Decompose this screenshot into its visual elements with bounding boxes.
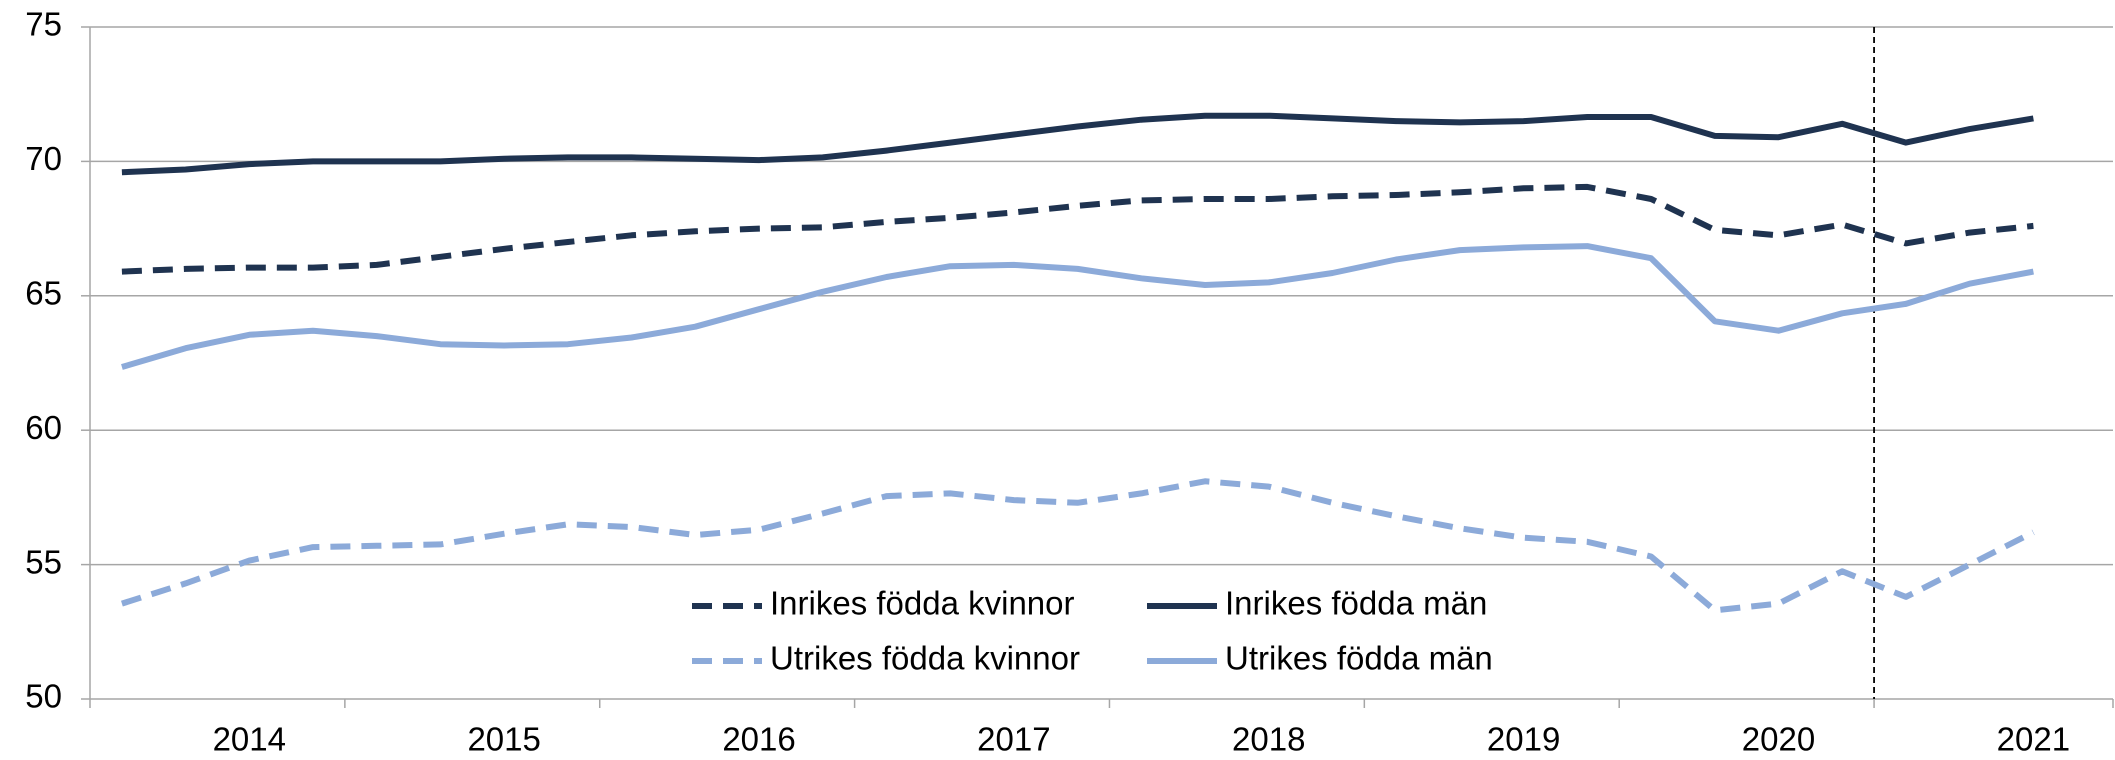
x-tick-label: 2014 — [213, 721, 286, 758]
legend-label: Inrikes födda män — [1225, 585, 1487, 622]
series-line — [121, 183, 2034, 275]
x-tick-label: 2015 — [467, 721, 540, 758]
y-tick-label: 70 — [25, 140, 62, 177]
legend-label: Utrikes födda män — [1225, 640, 1493, 677]
x-tick-label: 2017 — [977, 721, 1050, 758]
legend-label: Utrikes födda kvinnor — [770, 640, 1080, 677]
y-tick-label: 55 — [25, 543, 62, 580]
legend-label: Inrikes födda kvinnor — [770, 585, 1075, 622]
x-tick-label: 2020 — [1742, 721, 1815, 758]
y-tick-label: 75 — [25, 6, 62, 43]
y-tick-label: 60 — [25, 409, 62, 446]
x-tick-label: 2021 — [1997, 721, 2070, 758]
series-line — [120, 478, 2035, 614]
series-line — [121, 243, 2034, 370]
y-tick-label: 50 — [25, 678, 62, 715]
series-line — [121, 112, 2034, 176]
x-tick-label: 2019 — [1487, 721, 1560, 758]
x-tick-label: 2016 — [722, 721, 795, 758]
y-tick-label: 65 — [25, 275, 62, 312]
x-tick-label: 2018 — [1232, 721, 1305, 758]
